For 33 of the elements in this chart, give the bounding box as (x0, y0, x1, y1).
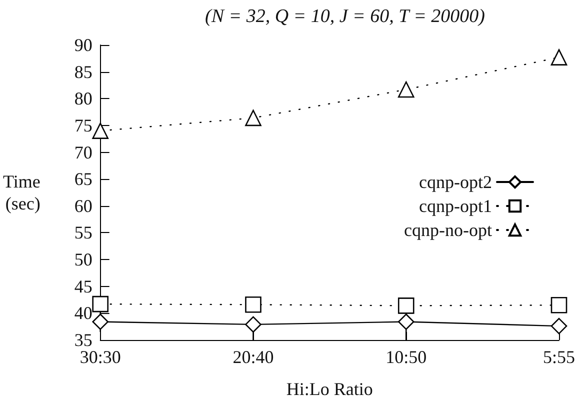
x-tick-label: 30:30 (80, 347, 121, 367)
y-tick-label: 40 (74, 303, 92, 324)
y-tick-label: 70 (74, 142, 92, 162)
point (398, 314, 414, 330)
x-tick-label: 20:40 (232, 347, 274, 367)
legend-label: cqnp-opt2 (419, 172, 492, 192)
y-tick-label: 60 (74, 196, 92, 216)
y-tick-label: 85 (74, 62, 92, 82)
point (550, 49, 568, 66)
y-tick-label: 65 (74, 169, 92, 190)
point (398, 81, 414, 98)
point (245, 316, 262, 333)
y-tick-label: 90 (74, 35, 92, 55)
point (245, 110, 262, 126)
y-tick-label: 45 (74, 276, 92, 296)
x-tick-label: 5:55 (542, 347, 576, 367)
y-tick-label: 80 (74, 88, 92, 109)
point (92, 314, 109, 330)
x-axis-title: Hi:Lo Ratio (286, 379, 373, 399)
x-tick-label: 10:50 (386, 347, 427, 367)
point (92, 122, 109, 139)
chart-title: (N = 32, Q = 10, J = 60, T = 20000) (205, 6, 485, 27)
y-tick-label: 75 (74, 115, 92, 136)
y-axis-title: Time (sec) (2, 172, 40, 214)
y-tick-label: 35 (74, 330, 92, 350)
legend-label: cqnp-no-opt (404, 220, 492, 240)
y-tick-label: 55 (74, 222, 92, 243)
y-tick-label: 50 (74, 250, 92, 270)
point (550, 296, 568, 314)
point (550, 318, 568, 334)
point (398, 298, 414, 314)
legend-label: cqnp-opt1 (419, 196, 492, 216)
point (245, 296, 262, 313)
